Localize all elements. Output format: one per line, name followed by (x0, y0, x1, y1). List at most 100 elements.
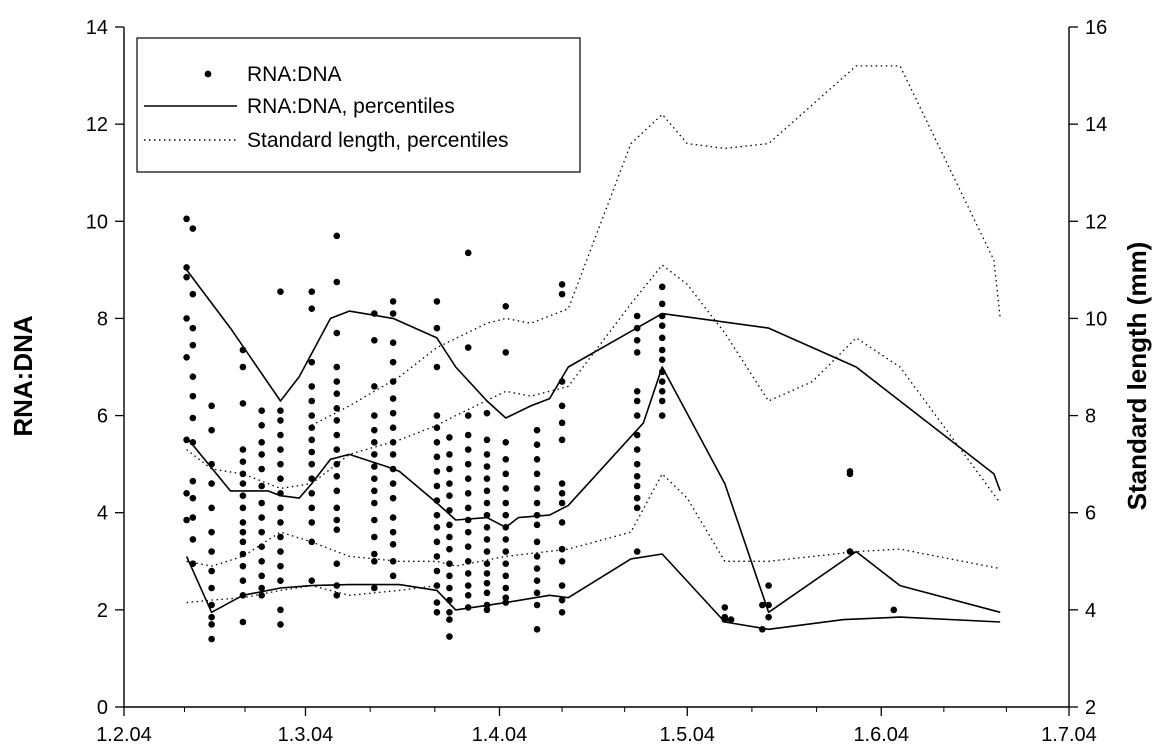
data-point (464, 591, 472, 599)
data-point (389, 480, 397, 487)
data-point (633, 494, 641, 502)
data-point (558, 436, 566, 444)
data-point (333, 390, 341, 398)
data-point (464, 475, 472, 483)
data-point (183, 264, 190, 271)
data-point (183, 215, 190, 223)
data-point (333, 591, 341, 599)
data-point (183, 273, 190, 281)
data-point (333, 232, 341, 240)
x-tick-label: 1.3.04 (278, 724, 334, 746)
data-point (433, 424, 441, 432)
data-point (464, 570, 472, 577)
data-point (483, 606, 491, 614)
data-point (658, 387, 666, 395)
data-point (483, 463, 491, 470)
data-point (277, 417, 284, 424)
data-point (277, 489, 284, 497)
data-point (258, 514, 265, 521)
data-point (765, 582, 772, 589)
data-point (308, 436, 316, 444)
data-point (239, 538, 247, 546)
data-point (533, 485, 541, 492)
data-point (502, 594, 510, 602)
data-point (389, 395, 397, 402)
data-point (483, 570, 491, 577)
data-point (389, 494, 397, 502)
data-point (533, 625, 541, 633)
data-point (433, 363, 441, 371)
data-point (446, 492, 453, 500)
data-point (389, 465, 397, 473)
y2-tick-label: 16 (1085, 17, 1107, 39)
data-point (502, 511, 510, 519)
data-point (502, 523, 510, 531)
data-point (633, 349, 641, 356)
data-point (277, 533, 284, 541)
data-point (371, 412, 378, 419)
data-point (446, 545, 453, 553)
standard-length-percentile-line (311, 65, 1001, 426)
data-point (633, 397, 641, 405)
data-point (277, 504, 284, 512)
data-point (483, 536, 491, 543)
data-point (371, 451, 378, 458)
data-point (483, 409, 491, 417)
data-point (658, 334, 666, 342)
data-point (208, 601, 215, 609)
data-point (277, 431, 284, 439)
data-point (502, 548, 510, 555)
data-point (308, 460, 316, 468)
data-point (464, 344, 472, 351)
x-tick-label: 1.4.04 (472, 724, 528, 746)
data-point (483, 548, 491, 555)
data-point (433, 511, 441, 519)
data-point (433, 582, 441, 589)
y2-tick-label: 2 (1085, 697, 1096, 719)
legend-dot-marker (204, 70, 212, 78)
data-point (721, 616, 729, 623)
data-point (308, 358, 316, 366)
y-tick-label: 0 (97, 697, 108, 719)
y-axis-left: 0 2 4 6 8 10 12 14 (86, 17, 124, 719)
data-point (333, 363, 341, 371)
y2-tick-label: 14 (1085, 114, 1107, 136)
data-point (658, 356, 666, 364)
data-point (258, 482, 265, 490)
data-point (446, 616, 453, 623)
data-point (633, 324, 641, 332)
data-point (446, 465, 453, 473)
data-point (464, 460, 472, 468)
data-point (464, 504, 472, 512)
data-point (658, 397, 666, 405)
data-point (308, 448, 316, 456)
data-point (433, 412, 441, 419)
data-point (483, 475, 491, 483)
data-point (483, 451, 491, 458)
data-point (502, 499, 510, 507)
data-point (183, 516, 190, 524)
data-point (446, 506, 453, 514)
data-point (277, 606, 284, 614)
data-point (371, 438, 378, 446)
data-point (277, 460, 284, 468)
data-point (446, 572, 453, 580)
data-point (446, 560, 453, 568)
data-point (308, 519, 316, 526)
data-point (389, 557, 397, 565)
standard-length-percentile-line (186, 264, 1001, 504)
data-point (446, 434, 453, 441)
data-point (846, 548, 854, 555)
data-point (239, 446, 247, 453)
data-point (333, 278, 341, 286)
data-point (389, 572, 397, 580)
data-point (464, 489, 472, 497)
data-point (333, 560, 341, 568)
data-point (371, 487, 378, 495)
data-point (446, 533, 453, 541)
data-point (389, 310, 397, 317)
data-point (433, 599, 441, 606)
data-point (258, 465, 265, 473)
data-point (727, 616, 735, 623)
data-point (308, 504, 316, 512)
